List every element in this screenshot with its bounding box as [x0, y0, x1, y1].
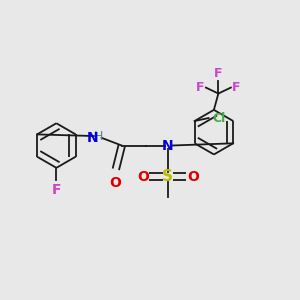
Text: H: H: [93, 130, 103, 143]
Text: O: O: [137, 170, 149, 184]
Text: F: F: [196, 81, 204, 94]
Text: N: N: [162, 139, 174, 152]
Text: F: F: [52, 183, 61, 197]
Text: Cl: Cl: [212, 112, 226, 124]
Text: O: O: [109, 176, 121, 190]
Text: O: O: [187, 170, 199, 184]
Text: F: F: [232, 81, 241, 94]
Text: F: F: [214, 67, 223, 80]
Text: S: S: [162, 169, 173, 184]
Text: N: N: [87, 131, 98, 145]
